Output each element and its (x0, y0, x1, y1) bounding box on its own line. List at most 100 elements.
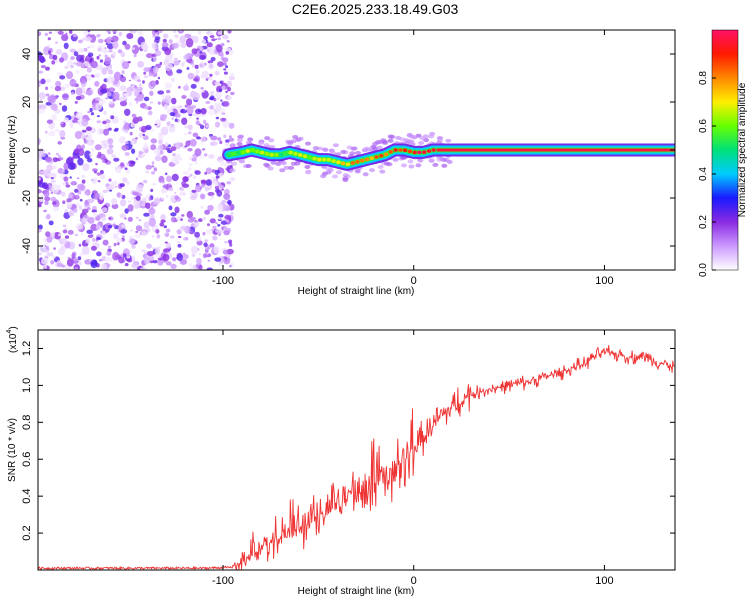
heatmap-noise-cell (196, 136, 201, 140)
heatmap-halo-cell (415, 163, 422, 168)
heatmap-y-tick-label: 40 (21, 48, 33, 60)
heatmap-noise-cell (152, 183, 156, 186)
heatmap-noise-cell (223, 230, 230, 236)
heatmap-noise-cell (161, 197, 164, 201)
heatmap-noise-cell (174, 34, 180, 39)
heatmap-noise-cell (119, 76, 127, 83)
heatmap-noise-cell (191, 63, 196, 68)
colorbar-tick-label: 0.4 (698, 167, 709, 181)
heatmap-halo-cell (228, 137, 235, 142)
heatmap-noise-cell (143, 250, 148, 254)
snr-y-ticks: 0.2 0.4 0.6 0.8 1.0 1.2 (21, 341, 675, 541)
heatmap-noise-cell (175, 142, 182, 150)
heatmap-noise-cell (55, 152, 60, 156)
heatmap-noise-cell (105, 97, 109, 100)
heatmap-noise-cell (64, 83, 70, 89)
heatmap-noise-cell (209, 105, 214, 110)
heatmap-noise-cell (182, 252, 186, 255)
heatmap-halo-cell (441, 163, 448, 168)
heatmap-halo-cell (305, 170, 312, 175)
heatmap-noise-cell (200, 87, 204, 90)
heatmap-noise-cell (212, 235, 218, 241)
colorbar-frame (711, 29, 739, 271)
heatmap-noise-cell (61, 191, 66, 197)
heatmap-noise-cell (220, 117, 227, 122)
heatmap-noise-cell (132, 191, 139, 196)
heatmap-noise-cell (174, 206, 180, 214)
heatmap-noise-cell (150, 138, 157, 144)
heatmap-noise-cell (207, 191, 215, 197)
heatmap-noise-cell (137, 116, 143, 122)
heatmap-noise-cell (130, 161, 136, 165)
heatmap-noise-cell (143, 67, 150, 72)
heatmap-noise-cell (158, 30, 163, 34)
heatmap-noise-cell (215, 104, 222, 112)
heatmap-noise-cell (75, 95, 82, 101)
heatmap-noise-cell (148, 197, 152, 201)
heatmap-noise-cell (127, 204, 134, 212)
heatmap-halo-cell (432, 162, 439, 167)
heatmap-noise-cell (230, 212, 234, 215)
heatmap-noise-cell (219, 140, 223, 145)
heatmap-noise-cell (112, 51, 117, 56)
heatmap-noise-cell (220, 42, 225, 47)
heatmap-noise-cell (199, 55, 207, 60)
heatmap-noise-cell (57, 247, 66, 256)
heatmap-noise-cell (85, 130, 89, 134)
heatmap-noise-cell (218, 213, 224, 218)
heatmap-halo-cell (395, 135, 402, 140)
heatmap-noise-cell (207, 204, 214, 212)
heatmap-noise-cell (90, 259, 98, 269)
heatmap-noise-cell (91, 209, 98, 213)
heatmap-noise-cell (57, 30, 64, 35)
heatmap-noise-cell (86, 74, 92, 81)
heatmap-ridge-core (279, 152, 284, 157)
heatmap-noise-cell (119, 96, 126, 102)
heatmap-noise-cell (169, 197, 177, 203)
heatmap-noise-cell (78, 148, 85, 157)
heatmap-ridge-core (402, 148, 408, 152)
heatmap-noise-cell (217, 181, 222, 187)
heatmap-noise-cell (45, 231, 51, 238)
heatmap-noise-cell (63, 42, 69, 49)
heatmap-noise-cell (108, 144, 114, 149)
heatmap-noise-cell (92, 168, 98, 172)
heatmap-noise-cell (145, 164, 153, 170)
heatmap-noise-cell (109, 101, 114, 105)
heatmap-noise-cell (194, 170, 201, 175)
heatmap-noise-cell (195, 69, 200, 74)
heatmap-noise-cell (223, 62, 227, 66)
heatmap-noise-cell (69, 30, 73, 34)
heatmap-noise-cell (187, 147, 193, 152)
heatmap-noise-cell (85, 89, 93, 96)
heatmap-noise-cell (44, 196, 51, 202)
heatmap-noise-cell (113, 233, 119, 240)
heatmap-noise-cell (134, 85, 138, 89)
heatmap-noise-cell (164, 142, 169, 147)
heatmap-y-tick-label: 20 (21, 96, 33, 108)
heatmap-halo-cell (384, 161, 390, 166)
heatmap-noise-cell (189, 195, 197, 201)
heatmap-ridge-core (360, 158, 365, 163)
heatmap-noise-cell (78, 243, 82, 247)
heatmap-noise-cell (104, 54, 108, 59)
heatmap-noise-cell (72, 33, 77, 38)
heatmap-ridge-core (336, 160, 341, 164)
heatmap-noise-cell (177, 241, 180, 243)
heatmap-noise-cell (50, 177, 54, 180)
heatmap-noise-cell (40, 78, 46, 85)
heatmap-ridge-core (259, 150, 265, 155)
heatmap-noise-cell (152, 260, 158, 264)
heatmap-noise-cell (151, 42, 158, 50)
heatmap-noise-cell (191, 48, 198, 55)
heatmap-noise-cell (124, 167, 128, 170)
heatmap-noise-cell (52, 206, 60, 212)
heatmap-noise-cell (174, 113, 181, 118)
heatmap-noise-cell (106, 148, 114, 155)
heatmap-noise-cell (186, 210, 193, 219)
snr-y-multiplier: (x104) (6, 326, 19, 353)
heatmap-noise-cell (145, 202, 151, 209)
heatmap-ridge-core (426, 149, 432, 153)
heatmap-noise-cell (201, 90, 209, 99)
heatmap-noise-cell (97, 39, 101, 43)
